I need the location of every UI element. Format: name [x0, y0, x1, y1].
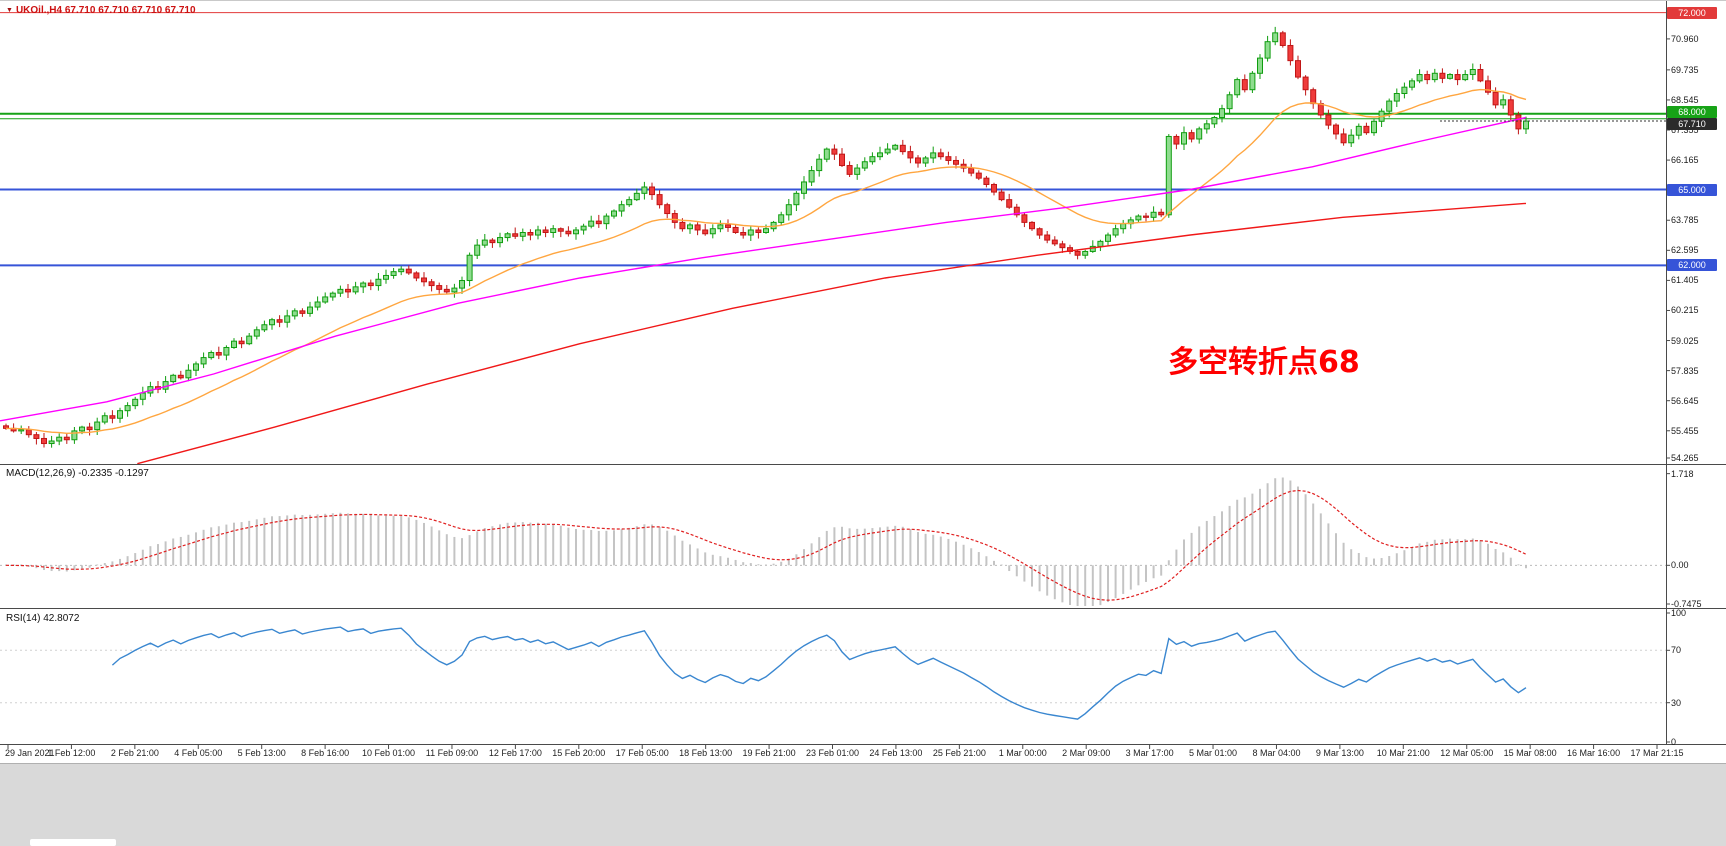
chart-annotation-text[interactable]: 多空转折点68 [1168, 345, 1360, 380]
macd-indicator-label: MACD(12,26,9) -0.2335 -0.1297 [6, 468, 149, 479]
footer-box [30, 839, 116, 846]
window-footer [0, 763, 1726, 846]
symbol-ohlc-text: UKOil.,H4 67.710 67.710 67.710 67.710 [15, 5, 196, 16]
symbol-ohlc-readout: ▼ UKOil.,H4 67.710 67.710 67.710 67.710 [6, 5, 196, 16]
rsi-indicator-label: RSI(14) 42.8072 [6, 613, 80, 624]
dropdown-triangle-icon: ▼ [6, 7, 13, 14]
